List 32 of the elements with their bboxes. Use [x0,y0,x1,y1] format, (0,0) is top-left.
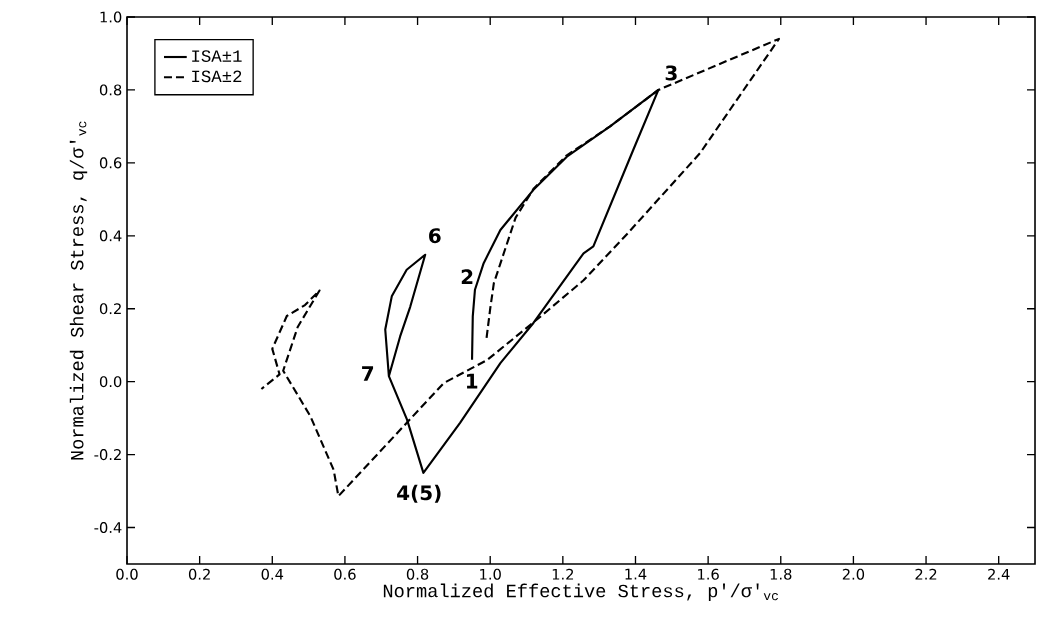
y-tick-label: 0.0 [99,376,122,388]
x-tick-label: 0.4 [261,568,284,580]
y-tick-label: 0.6 [99,157,122,169]
annotation: 4(5) [397,484,441,503]
x-tick-label: 2.4 [988,568,1010,580]
x-axis-title: Normalized Effective Stress, p'/σ'$_{vc}$ [383,583,778,602]
annotation: 3 [665,65,677,81]
x-tick-label: 0.0 [116,568,138,580]
x-tick-label: 0.8 [406,568,429,580]
y-tick-label: 1.0 [100,11,122,23]
annotation: 2 [461,269,473,285]
y-axis-title: Normalized Shear Stress, q/σ'$_{vc}$ [69,121,88,460]
x-tick-label: 1.4 [625,568,647,580]
x-tick-label: 2.0 [842,568,865,580]
x-tick-label: 1.6 [698,568,719,580]
y-tick-label: 0.4 [99,230,122,242]
y-tick-label: -0.2 [94,449,121,461]
annotation: 7 [362,366,374,381]
y-tick-label: -0.4 [94,522,122,534]
annotation: 1 [466,373,478,389]
x-tick-label: 0.2 [188,568,210,580]
legend-label: ISA±2 [192,70,242,83]
y-tick-label: 0.8 [99,84,122,96]
x-tick-label: 1.0 [480,568,501,580]
x-tick-label: 1.2 [552,568,574,580]
x-tick-label: 0.6 [334,568,356,580]
x-tick-label: 2.2 [915,568,937,580]
annotation: 6 [429,228,441,244]
x-tick-label: 1.8 [770,568,792,580]
y-tick-label: 0.2 [99,303,121,315]
line-series [384,88,660,474]
legend-label: ISA±1 [192,50,242,62]
